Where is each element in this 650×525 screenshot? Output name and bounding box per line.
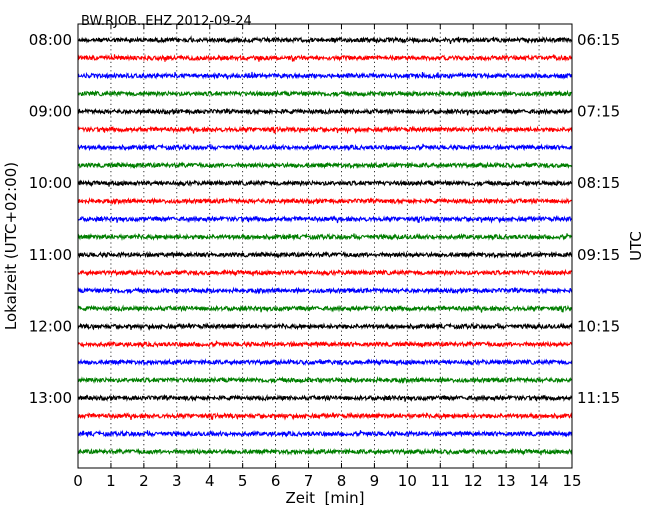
y-tick-label-left: 10:00 bbox=[29, 174, 72, 192]
seismic-trace-9 bbox=[78, 181, 572, 187]
x-tick-label: 8 bbox=[337, 472, 347, 490]
x-tick-label: 2 bbox=[139, 472, 149, 490]
seismic-trace-11 bbox=[78, 216, 572, 223]
x-tick-label: 0 bbox=[73, 472, 83, 490]
seismic-trace-18 bbox=[78, 341, 572, 347]
chart-title: BW.RJOB..EHZ 2012-09-24 bbox=[81, 14, 252, 29]
x-tick-label: 14 bbox=[530, 472, 549, 490]
seismic-trace-10 bbox=[78, 199, 572, 204]
seismic-trace-19 bbox=[78, 359, 572, 366]
seismic-trace-8 bbox=[78, 162, 572, 168]
seismic-trace-15 bbox=[78, 288, 572, 293]
seismic-trace-21 bbox=[78, 395, 572, 401]
y-tick-label-left: 09:00 bbox=[29, 103, 72, 121]
x-tick-label: 13 bbox=[497, 472, 516, 490]
vertical-grid bbox=[111, 24, 539, 468]
x-tick-label: 9 bbox=[370, 472, 380, 490]
seismic-trace-6 bbox=[78, 127, 572, 134]
y-tick-label-right: 09:15 bbox=[577, 246, 620, 264]
x-tick-label: 4 bbox=[205, 472, 215, 490]
y-tick-label-left: 12:00 bbox=[29, 317, 72, 335]
y-tick-label-right: 10:15 bbox=[577, 317, 620, 335]
trace-layer bbox=[78, 37, 572, 455]
seismic-trace-12 bbox=[78, 233, 572, 239]
y-tick-label-right: 07:15 bbox=[577, 103, 620, 121]
x-tick-label: 12 bbox=[464, 472, 483, 490]
seismic-trace-1 bbox=[78, 37, 572, 44]
y-tick-label-left: 08:00 bbox=[29, 31, 72, 49]
seismic-trace-4 bbox=[78, 92, 572, 96]
x-tick-label: 7 bbox=[304, 472, 314, 490]
seismic-trace-17 bbox=[78, 323, 572, 330]
seismic-trace-24 bbox=[78, 449, 572, 456]
y-tick-label-left: 11:00 bbox=[29, 246, 72, 264]
y-tick-label-right: 11:15 bbox=[577, 389, 620, 407]
x-tick-label: 10 bbox=[398, 472, 417, 490]
y-tick-label-right: 08:15 bbox=[577, 174, 620, 192]
seismic-trace-14 bbox=[78, 270, 572, 277]
x-tick-label: 6 bbox=[271, 472, 281, 490]
x-tick-label: 15 bbox=[562, 472, 581, 490]
seismic-trace-13 bbox=[78, 253, 572, 258]
seismic-trace-22 bbox=[78, 414, 572, 420]
seismic-trace-3 bbox=[78, 72, 572, 80]
seismic-trace-20 bbox=[78, 378, 572, 382]
x-axis-label: Zeit [min] bbox=[285, 489, 364, 507]
x-tick-label: 5 bbox=[238, 472, 248, 490]
seismic-trace-2 bbox=[78, 54, 572, 61]
y-tick-label-right: 06:15 bbox=[577, 31, 620, 49]
plot-frame bbox=[78, 24, 572, 468]
x-tick-label: 1 bbox=[106, 472, 116, 490]
seismic-trace-23 bbox=[78, 430, 572, 436]
y-axis-label-right: UTC bbox=[627, 231, 645, 261]
seismic-trace-16 bbox=[78, 306, 572, 313]
y-axis-label-left: Lokalzeit (UTC+02:00) bbox=[2, 162, 20, 330]
seismic-trace-7 bbox=[78, 144, 572, 150]
x-tick-label: 3 bbox=[172, 472, 182, 490]
y-tick-label-left: 13:00 bbox=[29, 389, 72, 407]
x-tick-label: 11 bbox=[431, 472, 450, 490]
seismic-trace-5 bbox=[78, 109, 572, 115]
